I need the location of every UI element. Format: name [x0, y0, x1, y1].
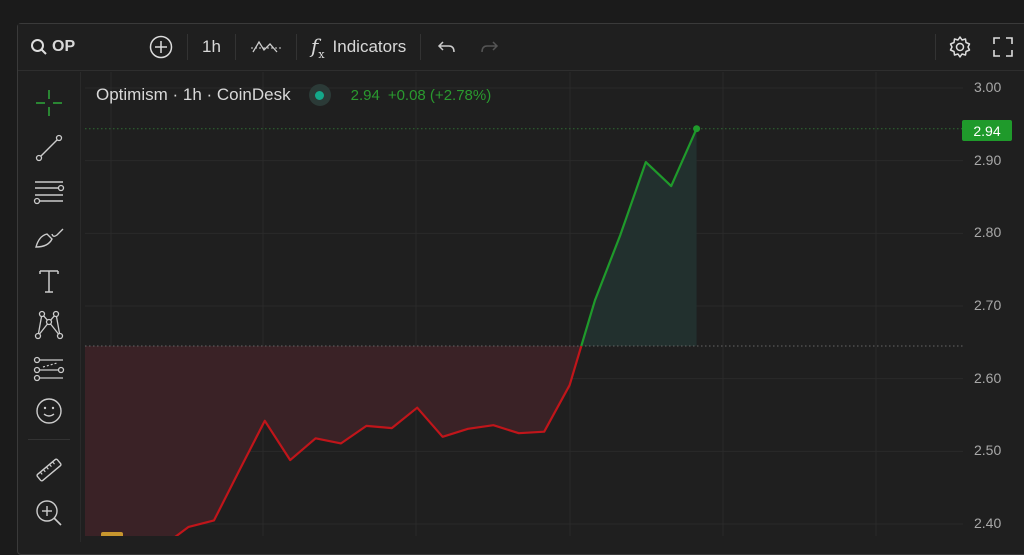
y-tick-label: 2.60	[974, 369, 1002, 386]
indicators-label: Indicators	[332, 37, 407, 56]
ruler-icon[interactable]	[32, 453, 66, 487]
y-tick-label: 2.40	[974, 515, 1002, 532]
crosshair-icon[interactable]	[32, 86, 66, 120]
undo-button[interactable]	[421, 24, 473, 70]
search-icon	[31, 39, 47, 55]
top-toolbar: OP 1h fx Indicators	[18, 24, 1024, 71]
pattern-icon[interactable]	[32, 308, 66, 342]
price-chart[interactable]	[0, 0, 1024, 536]
series-group	[85, 125, 963, 536]
divider	[935, 34, 936, 60]
plus-circle-icon	[149, 35, 173, 59]
trend-line-icon[interactable]	[32, 131, 66, 165]
y-tick-label: 2.70	[974, 297, 1002, 313]
function-icon: fx	[310, 33, 325, 61]
chart-type-button[interactable]	[236, 24, 296, 70]
data-point	[693, 125, 701, 133]
interval-label: 1h	[202, 37, 221, 56]
settings-button[interactable]	[936, 24, 984, 70]
down-series-line	[174, 345, 583, 536]
redo-button[interactable]	[473, 24, 505, 70]
price-change: +0.08 (+2.78%)	[387, 86, 492, 104]
status-dot-icon	[308, 84, 331, 106]
last-price-tag: 2.94	[962, 120, 1012, 141]
symbol-search[interactable]: OP	[30, 24, 135, 70]
divider	[420, 34, 422, 60]
fullscreen-icon	[993, 37, 1013, 57]
y-tick-label: 2.50	[974, 442, 1002, 459]
event-marker-icon	[101, 532, 123, 536]
compare-add-button[interactable]	[149, 24, 187, 70]
undo-icon	[438, 41, 455, 53]
y-tick-label: 3.00	[974, 79, 1002, 95]
fullscreen-button[interactable]	[984, 24, 1024, 70]
gear-icon	[949, 36, 971, 58]
drawing-toolbar	[18, 72, 81, 542]
y-tick-label: 2.90	[974, 151, 1002, 168]
divider	[28, 439, 70, 440]
divider	[187, 34, 188, 60]
last-price: 2.94	[350, 86, 380, 104]
chart-legend: Optimism · 1h · CoinDesk 2.94 +0.08 (+2.…	[96, 84, 491, 106]
interval-button[interactable]: 1h	[188, 24, 235, 70]
divider	[295, 34, 297, 60]
forecast-icon[interactable]	[32, 352, 66, 386]
up-series-line	[580, 128, 698, 347]
brush-icon[interactable]	[32, 220, 66, 254]
emoji-icon[interactable]	[32, 394, 66, 428]
up-area-fill	[581, 128, 697, 346]
zoom-in-icon[interactable]	[32, 496, 66, 530]
text-icon[interactable]	[32, 264, 66, 298]
redo-icon	[481, 41, 499, 53]
divider	[234, 34, 236, 60]
y-tick-label: 2.80	[974, 224, 1002, 241]
symbol-label: OP	[52, 38, 76, 55]
line-chart-type-icon	[250, 40, 281, 53]
series-title: Optimism · 1h · CoinDesk	[96, 85, 291, 104]
horizontal-lines-icon[interactable]	[32, 175, 66, 209]
indicators-button[interactable]: fx Indicators	[297, 24, 420, 70]
